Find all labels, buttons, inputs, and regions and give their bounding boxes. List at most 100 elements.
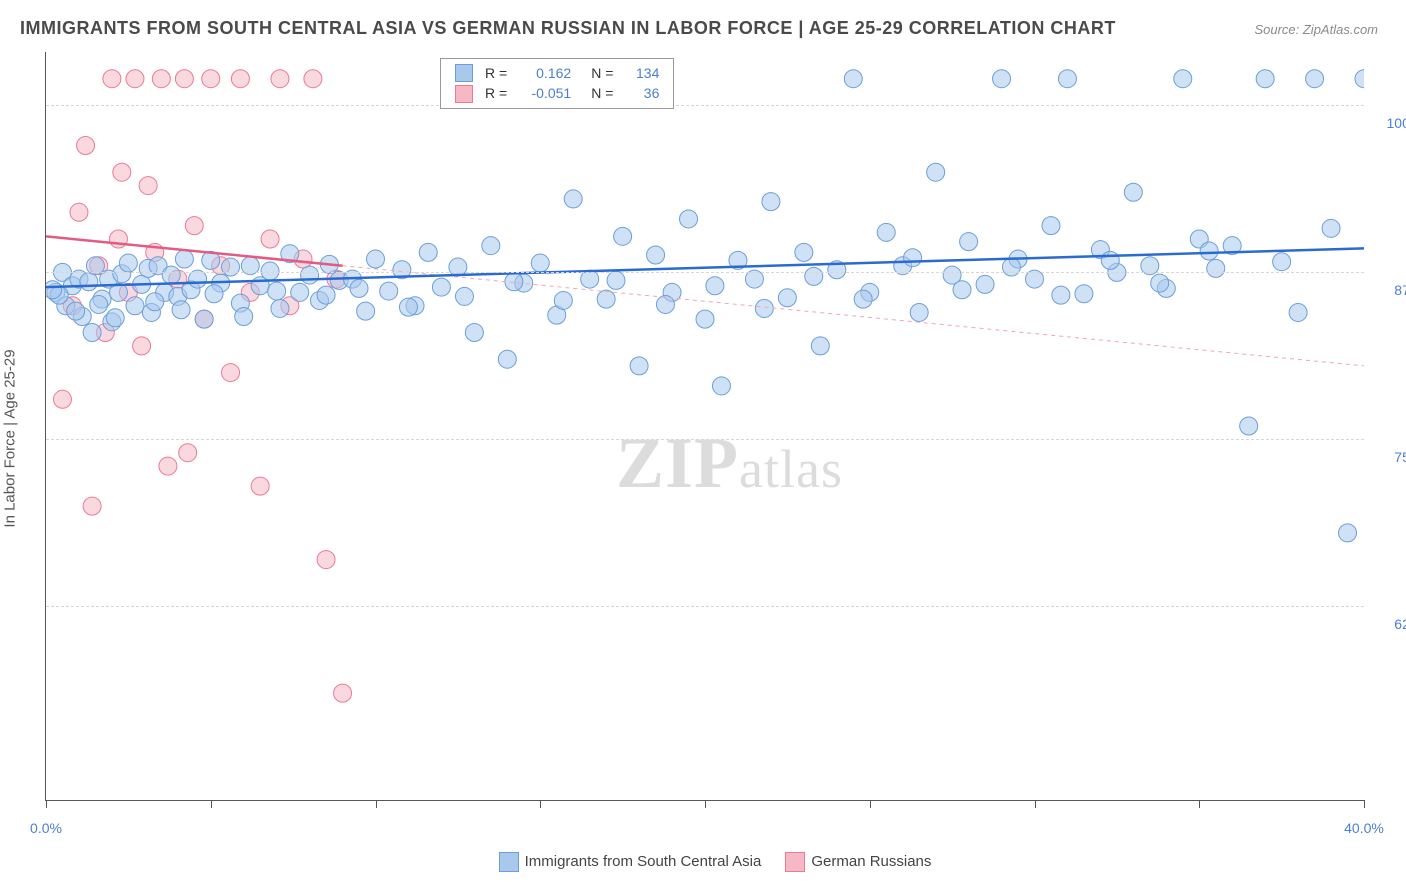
data-point (146, 293, 164, 311)
data-point (1223, 237, 1241, 255)
legend-swatch (455, 64, 473, 82)
x-tick (705, 800, 706, 808)
data-point (828, 261, 846, 279)
x-tick (376, 800, 377, 808)
data-point (406, 297, 424, 315)
x-tick (1199, 800, 1200, 808)
data-point (317, 286, 335, 304)
data-point (1256, 70, 1274, 88)
data-point (47, 283, 65, 301)
source-attribution: Source: ZipAtlas.com (1254, 22, 1378, 37)
data-point (976, 275, 994, 293)
data-point (195, 310, 213, 328)
x-tick-label: 0.0% (30, 820, 62, 836)
data-point (109, 230, 127, 248)
data-point (261, 262, 279, 280)
data-point (1174, 70, 1192, 88)
data-point (83, 497, 101, 515)
data-point (57, 297, 75, 315)
y-tick-label: 100.0% (1374, 115, 1406, 131)
data-point (861, 283, 879, 301)
data-point (805, 267, 823, 285)
data-point (251, 277, 269, 295)
legend-swatch (455, 85, 473, 103)
data-point (1009, 250, 1027, 268)
data-point (77, 137, 95, 155)
data-point (330, 271, 348, 289)
legend-n-label: N = (577, 63, 619, 83)
data-point (1339, 524, 1357, 542)
data-point (235, 307, 253, 325)
x-tick (1364, 800, 1365, 808)
data-point (1157, 279, 1175, 297)
y-tick-label: 87.5% (1374, 282, 1406, 298)
data-point (202, 251, 220, 269)
data-point (1306, 70, 1324, 88)
data-point (119, 254, 137, 272)
legend-r-value: 0.162 (513, 63, 577, 83)
x-tick (46, 800, 47, 808)
data-point (904, 249, 922, 267)
x-tick (1035, 800, 1036, 808)
data-point (1200, 242, 1218, 260)
data-point (202, 70, 220, 88)
data-point (212, 274, 230, 292)
data-point (482, 237, 500, 255)
data-point (656, 295, 674, 313)
data-point (755, 299, 773, 317)
gridline (46, 105, 1364, 106)
data-point (271, 299, 289, 317)
data-point (126, 297, 144, 315)
data-point (1355, 70, 1364, 88)
scatter-svg (46, 52, 1364, 800)
data-point (1190, 230, 1208, 248)
data-point (877, 223, 895, 241)
data-point (910, 303, 928, 321)
data-point (1322, 219, 1340, 237)
y-axis-label: In Labor Force | Age 25-29 (2, 349, 19, 527)
watermark: ZIPatlas (616, 422, 843, 505)
data-point (960, 233, 978, 251)
data-point (357, 302, 375, 320)
data-point (680, 210, 698, 228)
data-point (159, 457, 177, 475)
data-point (778, 289, 796, 307)
data-point (706, 277, 724, 295)
data-point (762, 193, 780, 211)
data-point (126, 70, 144, 88)
data-point (696, 310, 714, 328)
data-point (1101, 251, 1119, 269)
data-point (281, 297, 299, 315)
data-point (597, 290, 615, 308)
data-point (1124, 183, 1142, 201)
data-point (548, 306, 566, 324)
data-point (73, 307, 91, 325)
data-point (146, 243, 164, 261)
plot-area: ZIPatlas 62.5%75.0%87.5%100.0%0.0%40.0% (45, 52, 1364, 801)
data-point (271, 70, 289, 88)
data-point (554, 291, 572, 309)
data-point (350, 279, 368, 297)
data-point (222, 364, 240, 382)
data-point (83, 324, 101, 342)
data-point (712, 377, 730, 395)
data-point (96, 324, 114, 342)
x-tick (211, 800, 212, 808)
data-point (498, 350, 516, 368)
data-point (169, 287, 187, 305)
data-point (63, 277, 81, 295)
data-point (663, 283, 681, 301)
data-point (1052, 286, 1070, 304)
data-point (455, 287, 473, 305)
data-point (119, 283, 137, 301)
chart-title: IMMIGRANTS FROM SOUTH CENTRAL ASIA VS GE… (20, 18, 1116, 39)
legend-swatch (499, 852, 519, 872)
legend-n-label: N = (577, 83, 619, 103)
data-point (515, 274, 533, 292)
data-point (133, 275, 151, 293)
data-point (103, 313, 121, 331)
legend-n-value: 134 (619, 63, 665, 83)
data-point (156, 283, 174, 301)
data-point (139, 177, 157, 195)
data-point (432, 278, 450, 296)
